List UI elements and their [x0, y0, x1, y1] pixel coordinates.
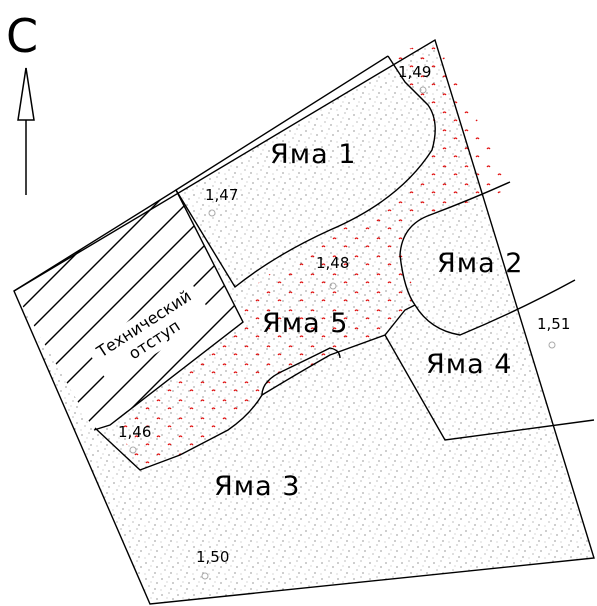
- elevation-label: 1,49: [398, 63, 431, 81]
- pit-boundaries: [13, 38, 595, 605]
- elevation-point: [129, 446, 137, 454]
- elevation-label: 1,47: [205, 186, 238, 204]
- elevation-label: 1,50: [196, 548, 229, 566]
- pit-5-area: [95, 40, 510, 470]
- pit-2-label: Яма 2: [437, 248, 523, 279]
- elevation-label: 1,51: [537, 315, 570, 333]
- elevation-point: [201, 572, 209, 580]
- pit-4-label: Яма 4: [426, 349, 512, 380]
- pit-3-label: Яма 3: [214, 471, 300, 502]
- north-label: С: [6, 9, 38, 63]
- pit-1-label: Яма 1: [270, 139, 356, 170]
- north-arrow: [17, 67, 35, 195]
- elevation-label: 1,46: [118, 423, 151, 441]
- elevation-point: [329, 282, 337, 290]
- elevation-point: [208, 209, 216, 217]
- elevation-point: [548, 341, 556, 349]
- pit-5-label: Яма 5: [262, 308, 348, 339]
- elevation-label: 1,48: [316, 254, 349, 272]
- elevation-point: [419, 86, 427, 94]
